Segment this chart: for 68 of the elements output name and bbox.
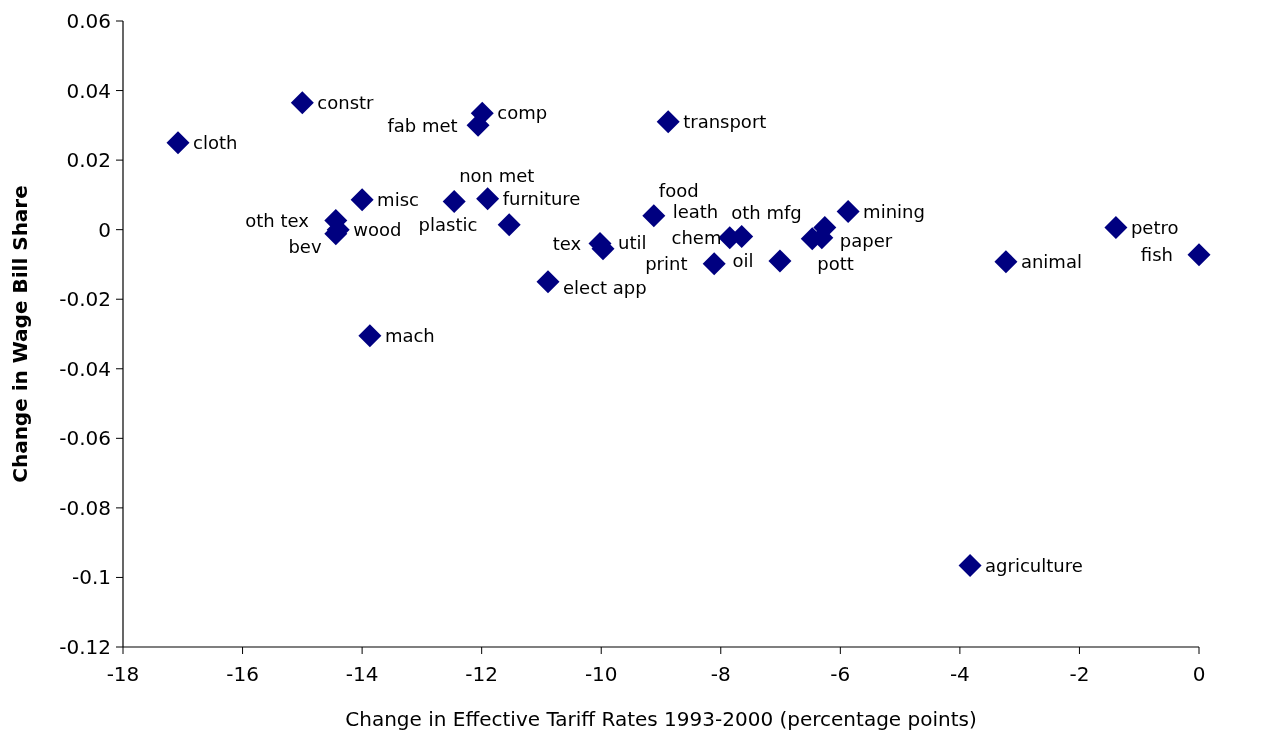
- point: [442, 190, 466, 213]
- point: [290, 91, 314, 115]
- data-label: print: [645, 253, 688, 275]
- point: [1187, 243, 1211, 267]
- y-axis-title: Change in Wage Bill Share: [8, 185, 32, 483]
- data-label: chem: [671, 226, 722, 248]
- data-label: wood: [353, 218, 402, 240]
- x-axis-title: Change in Effective Tariff Rates 1993-2000 (percentage points): [345, 707, 977, 731]
- data-label: oth tex: [245, 209, 310, 231]
- point: [536, 270, 560, 294]
- point: [768, 249, 792, 273]
- data-label: food: [658, 179, 699, 201]
- data-label: pott: [817, 253, 854, 275]
- y-tick-label: 0: [98, 217, 111, 242]
- data-label: bev: [288, 235, 322, 257]
- data-label: fish: [1140, 244, 1173, 266]
- x-tick-label: -4: [949, 662, 970, 686]
- x-tick-label: -8: [710, 662, 731, 686]
- point: [836, 200, 860, 224]
- y-tick-label: -0.04: [59, 356, 111, 381]
- y-tick-label: -0.12: [59, 635, 111, 659]
- point: [497, 213, 521, 237]
- data-label: comp: [497, 102, 548, 124]
- x-tick-label: -10: [584, 662, 618, 686]
- point: [350, 188, 374, 212]
- point: [656, 110, 680, 134]
- x-tick-label: -16: [226, 662, 259, 686]
- x-tick-label: -2: [1069, 662, 1090, 686]
- point: [476, 187, 500, 211]
- x-tick-label: -18: [106, 662, 140, 686]
- point: [994, 250, 1018, 274]
- data-label: non met: [459, 165, 535, 187]
- data-label: misc: [377, 189, 419, 211]
- data-label: cloth: [193, 132, 238, 154]
- data-label: transport: [683, 111, 767, 133]
- data-label: furniture: [502, 188, 581, 210]
- x-tick-label: -14: [345, 662, 379, 686]
- data-label: petro: [1130, 216, 1179, 238]
- x-tick-label: -12: [465, 662, 498, 686]
- data-label: animal: [1020, 250, 1082, 272]
- point: [642, 204, 666, 228]
- data-label: tex: [552, 232, 582, 254]
- y-tick-label: 0.04: [66, 78, 111, 103]
- data-label: oil: [732, 250, 754, 272]
- point: [358, 324, 382, 348]
- point: [702, 252, 726, 276]
- data-label: util: [618, 231, 647, 253]
- data-label: leath: [672, 200, 719, 222]
- data-label: agriculture: [985, 554, 1083, 576]
- x-tick-label: -6: [830, 662, 851, 686]
- y-tick-label: 0.02: [66, 148, 111, 173]
- data-label: mach: [384, 325, 435, 347]
- data-label: constr: [317, 92, 375, 114]
- y-tick-label: -0.02: [59, 287, 111, 312]
- point: [1104, 216, 1128, 240]
- data-label: paper: [839, 229, 893, 251]
- data-label: elect app: [563, 277, 647, 299]
- y-tick-label: -0.1: [71, 565, 111, 590]
- y-tick-label: -0.06: [59, 426, 111, 451]
- x-tick-label: 0: [1192, 662, 1206, 686]
- y-tick-label: 0.06: [66, 9, 111, 33]
- point: [958, 554, 982, 578]
- y-tick-label: -0.08: [59, 495, 111, 520]
- point: [166, 131, 190, 155]
- data-label: plastic: [418, 214, 478, 236]
- data-label: fab met: [387, 114, 458, 136]
- data-label: mining: [863, 200, 925, 222]
- data-label: oth mfg: [731, 201, 802, 223]
